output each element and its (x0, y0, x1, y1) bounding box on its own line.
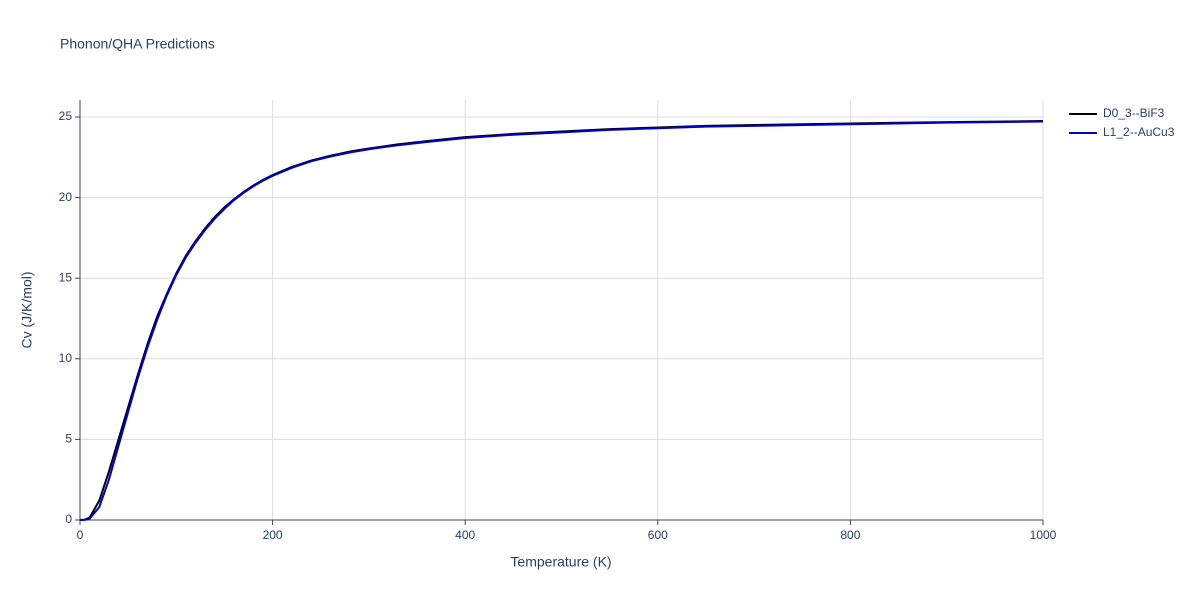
series-line (79, 120, 1044, 521)
y-tick-label: 5 (65, 432, 72, 446)
y-tick-label: 15 (59, 270, 73, 284)
legend-label: L1_2--AuCu3 (1103, 125, 1175, 139)
x-tick-label: 800 (840, 528, 860, 542)
x-tick-label: 0 (77, 528, 84, 542)
x-axis-title: Temperature (K) (510, 554, 611, 570)
chart-title: Phonon/QHA Predictions (60, 36, 215, 52)
y-tick-label: 20 (59, 190, 73, 204)
y-tick-label: 10 (59, 351, 73, 365)
x-tick-label: 600 (648, 528, 668, 542)
legend-label: D0_3--BiF3 (1103, 106, 1165, 120)
grid (79, 100, 1044, 521)
series-line (79, 120, 1044, 521)
y-axis-title: Cv (J/K/mol) (19, 272, 35, 349)
y-tick-label: 25 (59, 109, 73, 123)
y-tick-label: 0 (65, 512, 72, 526)
x-tick-label: 1000 (1030, 528, 1057, 542)
x-tick-label: 200 (263, 528, 283, 542)
x-tick-label: 400 (455, 528, 475, 542)
